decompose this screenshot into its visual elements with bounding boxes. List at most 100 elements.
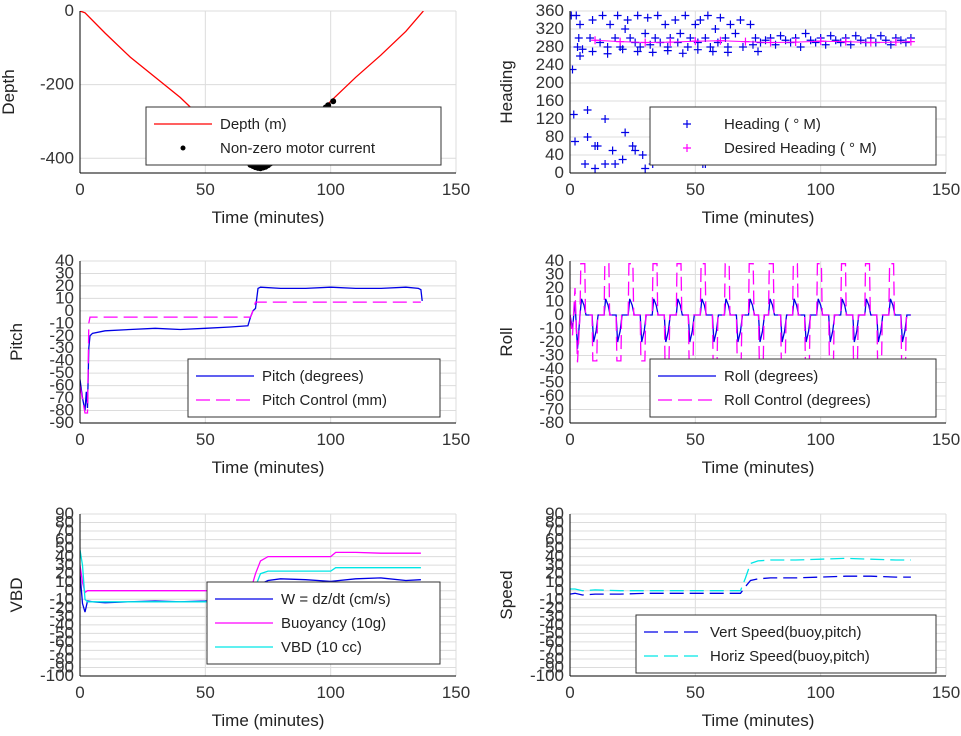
- y-axis-label: Heading: [497, 60, 516, 123]
- panel-pitch: 0 50 100 150-90-80-70-60-50-40-30-20-100102…: [7, 251, 470, 477]
- legend: Roll (degrees) Roll Control (degrees): [649, 358, 937, 418]
- y-tick-label: 10: [545, 292, 564, 311]
- data-point: [570, 65, 577, 74]
- y-tick-label: 40: [545, 251, 564, 270]
- y-tick-label: 20: [545, 278, 564, 297]
- y-tick-label: -70: [49, 388, 74, 407]
- panel-depth: 0 50 100 150 -400 -200 0 Time (minutes) Depth Dep…: [0, 1, 470, 227]
- legend-swatch: [180, 145, 186, 151]
- data-point: [628, 142, 637, 150]
- y-tick-label: 40: [55, 547, 74, 566]
- y-tick-label: 0: [555, 581, 564, 600]
- data-point: [761, 36, 770, 45]
- y-tick-label: 200: [536, 73, 564, 92]
- y-tick-label: 70: [545, 521, 564, 540]
- y-tick-label: 240: [536, 55, 564, 74]
- x-tick-label: 100: [806, 430, 834, 449]
- series-pitch-1: [80, 301, 421, 414]
- data-point: [781, 36, 790, 45]
- legend: W = dz/dt (cm/s) Buoyancy (10g) VBD (10 cc…: [206, 581, 441, 665]
- x-tick-label: 100: [806, 683, 834, 702]
- data-point: [681, 11, 690, 20]
- data-point: [633, 11, 642, 20]
- x-tick-label: 0: [75, 430, 84, 449]
- data-point: [623, 16, 632, 24]
- data-point: [663, 46, 672, 55]
- y-tick-label: -200: [40, 75, 74, 94]
- legend-label: Heading ( ° M): [724, 116, 821, 133]
- data-point: [633, 47, 642, 56]
- y-tick-label: 320: [536, 19, 564, 38]
- data-point: [573, 43, 582, 51]
- data-point: [618, 155, 627, 164]
- data-point: [611, 160, 620, 168]
- y-tick-label: -40: [49, 351, 74, 370]
- data-point: [751, 34, 760, 42]
- data-point: [631, 146, 640, 155]
- data-point: [731, 29, 740, 38]
- y-tick-label: 20: [55, 564, 74, 583]
- data-point: [330, 98, 337, 105]
- data-point: [693, 45, 702, 54]
- data-point: [754, 47, 762, 56]
- x-tick-label: 50: [196, 683, 215, 702]
- data-point: [796, 43, 805, 51]
- y-tick-label: -10: [49, 589, 74, 608]
- panel-roll: 0 50 100 150-80-70-60-50-40-30-20-100102030…: [497, 251, 960, 477]
- y-tick-label: -10: [539, 589, 564, 608]
- legend-label: Pitch Control (mm): [262, 392, 387, 409]
- y-tick-label: -90: [539, 657, 564, 676]
- data-point: [588, 16, 597, 24]
- legend-label: VBD (10 cc): [281, 639, 362, 656]
- legend-label: Non-zero motor current: [220, 140, 376, 157]
- series-speed-0: [570, 575, 911, 596]
- y-tick-label: 50: [545, 538, 564, 557]
- y-tick-label: -20: [49, 326, 74, 345]
- y-tick-label: 30: [55, 263, 74, 282]
- x-tick-label: 150: [932, 430, 960, 449]
- y-tick-label: 80: [545, 127, 564, 146]
- data-point: [591, 142, 600, 150]
- panel-speed: 0 50 100 150-100-90-80-70-60-50-40-30-20-10…: [497, 504, 960, 730]
- y-tick-label: 80: [545, 513, 564, 532]
- y-tick-label: -50: [539, 623, 564, 642]
- data-point: [661, 20, 670, 29]
- y-tick-label: 10: [55, 572, 74, 591]
- y-tick-label: 90: [55, 504, 74, 523]
- x-tick-label: 0: [565, 430, 574, 449]
- legend-label: Buoyancy (10g): [281, 615, 386, 632]
- legend: Heading ( ° M) Desired Heading ( ° M): [649, 106, 937, 166]
- data-point: [831, 36, 840, 45]
- series-pitch-0: [80, 286, 423, 411]
- data-point: [586, 34, 595, 42]
- x-tick-label: 150: [932, 180, 960, 199]
- data-point: [821, 40, 830, 49]
- y-tick-label: -30: [539, 346, 564, 365]
- y-tick-label: -30: [539, 606, 564, 625]
- y-tick-label: 40: [545, 145, 564, 164]
- series-group: [570, 11, 915, 173]
- data-point: [626, 34, 635, 42]
- y-tick-label: -80: [49, 649, 74, 668]
- data-point: [801, 29, 810, 38]
- data-point: [691, 20, 700, 29]
- data-point: [603, 43, 612, 51]
- data-point: [736, 16, 745, 24]
- legend-label: Roll Control (degrees): [724, 392, 871, 409]
- data-point: [572, 11, 581, 20]
- data-point: [601, 160, 610, 168]
- data-point: [826, 31, 835, 40]
- data-point: [683, 43, 692, 51]
- legend-box: [187, 358, 441, 418]
- legend-label: Roll (degrees): [724, 368, 818, 385]
- y-tick-label: -10: [539, 319, 564, 338]
- y-tick-label: -10: [49, 313, 74, 332]
- legend-label: Vert Speed(buoy,pitch): [710, 624, 861, 641]
- data-point: [648, 48, 657, 57]
- y-tick-label: -100: [530, 666, 564, 685]
- data-point: [726, 20, 735, 29]
- data-point: [598, 11, 607, 20]
- data-point: [723, 48, 732, 57]
- y-tick-label: 0: [65, 581, 74, 600]
